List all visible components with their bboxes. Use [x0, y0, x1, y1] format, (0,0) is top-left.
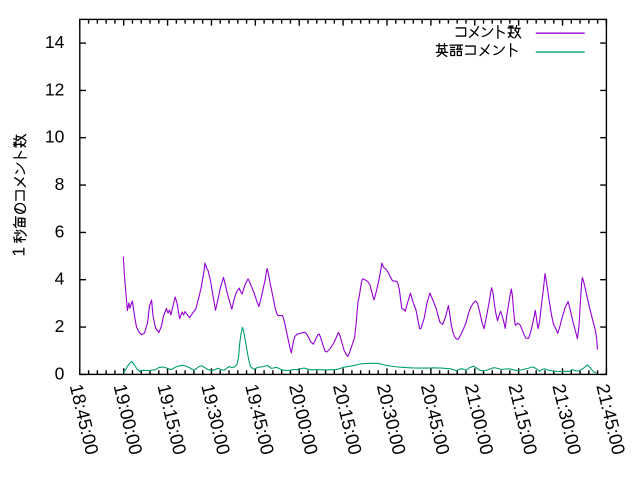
svg-text:8: 8: [55, 174, 65, 194]
svg-text:12: 12: [45, 79, 64, 99]
svg-text:2: 2: [55, 316, 65, 336]
svg-text:4: 4: [55, 269, 65, 289]
svg-text:6: 6: [55, 221, 65, 241]
svg-text:0: 0: [55, 363, 65, 383]
svg-text:1: 1: [9, 247, 29, 257]
svg-text:10: 10: [45, 127, 65, 147]
svg-text:14: 14: [45, 32, 65, 52]
